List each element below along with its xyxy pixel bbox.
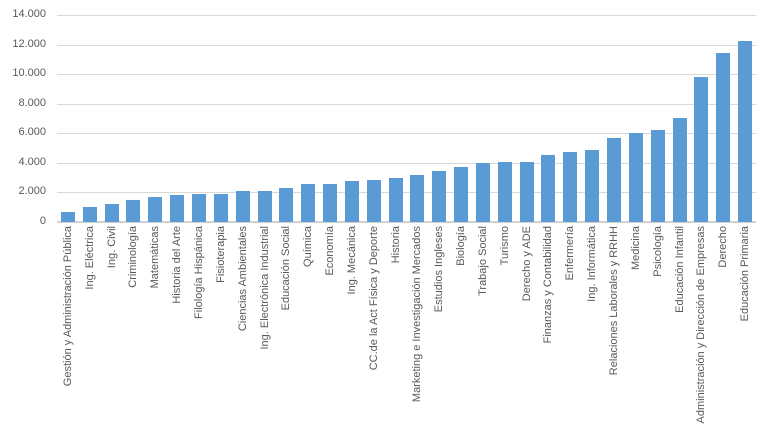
x-tick-label: Ing. Eléctrica [83,226,96,290]
x-tick-label: Educación Infantil [673,226,686,313]
bar[interactable] [104,204,119,222]
x-tick-label: Medicina [629,226,642,271]
x-tick-label: Finanzas y Contabilidad [542,226,555,344]
x-tick-label: Fisioterapia [214,226,227,283]
bar[interactable] [519,162,534,222]
x-axis-line [57,221,756,223]
x-tick-label: Química [302,226,315,267]
gridline [57,74,756,76]
gridline [57,133,756,135]
bar[interactable] [148,197,163,222]
x-tick-label: Economía [324,226,337,276]
bar[interactable] [213,194,228,222]
x-tick-label: Historia [389,226,402,264]
bar[interactable] [432,171,447,222]
y-tick-label: 10.000 [12,67,46,80]
bar[interactable] [585,150,600,222]
x-tick-label: Ing. Mecánica [345,226,358,295]
bar[interactable] [235,191,250,222]
x-tick-label: Ing. Informática [586,226,599,302]
x-tick-label: Estudios Ingleses [433,226,446,313]
bar[interactable] [279,188,294,222]
gridline [57,162,756,164]
y-tick-label: 6.000 [18,126,46,139]
y-tick-label: 4.000 [18,155,46,168]
bar[interactable] [257,191,272,222]
gridline [57,192,756,194]
bar[interactable] [650,130,665,222]
bar[interactable] [344,181,359,222]
x-tick-label: Relaciones Laborales y RRHH [608,226,621,376]
bar[interactable] [607,138,622,222]
bar[interactable] [475,163,490,222]
bar[interactable] [694,77,709,222]
bar[interactable] [82,207,97,222]
gridline [57,103,756,105]
bar[interactable] [628,133,643,222]
bar[interactable] [716,53,731,222]
x-tick-label: Criminología [127,226,140,288]
x-tick-label: Administración y Dirección de Empresas [695,226,708,424]
x-tick-label: Marketing e Investigación Mercados [411,226,424,403]
x-tick-label: Trabajo Social [476,226,489,296]
x-tick-label: Psicología [651,226,664,277]
bar[interactable] [388,178,403,222]
bar[interactable] [301,184,316,222]
x-tick-label: Ing. Electrónica Industrial [258,226,271,350]
y-tick-label: 12.000 [12,37,46,50]
bar[interactable] [497,162,512,222]
y-tick-label: 0 [39,215,46,227]
x-tick-label: Derecho y ADE [520,226,533,302]
x-tick-label: Enfermería [564,226,577,281]
bar[interactable] [541,155,556,222]
x-tick-label: Ing. Civil [105,226,118,269]
y-tick-label: 14.000 [12,8,46,20]
y-tick-label: 8.000 [18,96,46,109]
x-tick-label: Historia del Arte [171,226,184,304]
x-tick-label: Educación Social [280,226,293,311]
x-tick-label: Ciencias Ambientales [236,226,249,332]
bar[interactable] [454,167,469,222]
bar[interactable] [672,118,687,222]
x-tick-label: CC.de la Act Física y Deporte [367,226,380,371]
x-tick-label: Educación Primaria [739,226,752,322]
bar[interactable] [323,184,338,222]
x-tick-label: Biología [455,226,468,266]
bar[interactable] [563,152,578,222]
x-tick-label: Turismo [498,226,511,266]
bar[interactable] [170,195,185,222]
bar[interactable] [126,200,141,222]
gridline [57,44,756,46]
bar[interactable] [738,41,753,222]
x-tick-label: Matemáticas [149,226,162,289]
y-tick-label: 2.000 [18,185,46,198]
bar[interactable] [191,194,206,222]
gridline [57,15,756,16]
bar[interactable] [366,180,381,222]
x-tick-label: Filología Hispánica [192,226,205,319]
x-tick-label: Gestión y Administración Pública [61,226,74,387]
bar[interactable] [410,175,425,222]
x-tick-label: Derecho [717,226,730,268]
bar[interactable] [60,212,75,222]
